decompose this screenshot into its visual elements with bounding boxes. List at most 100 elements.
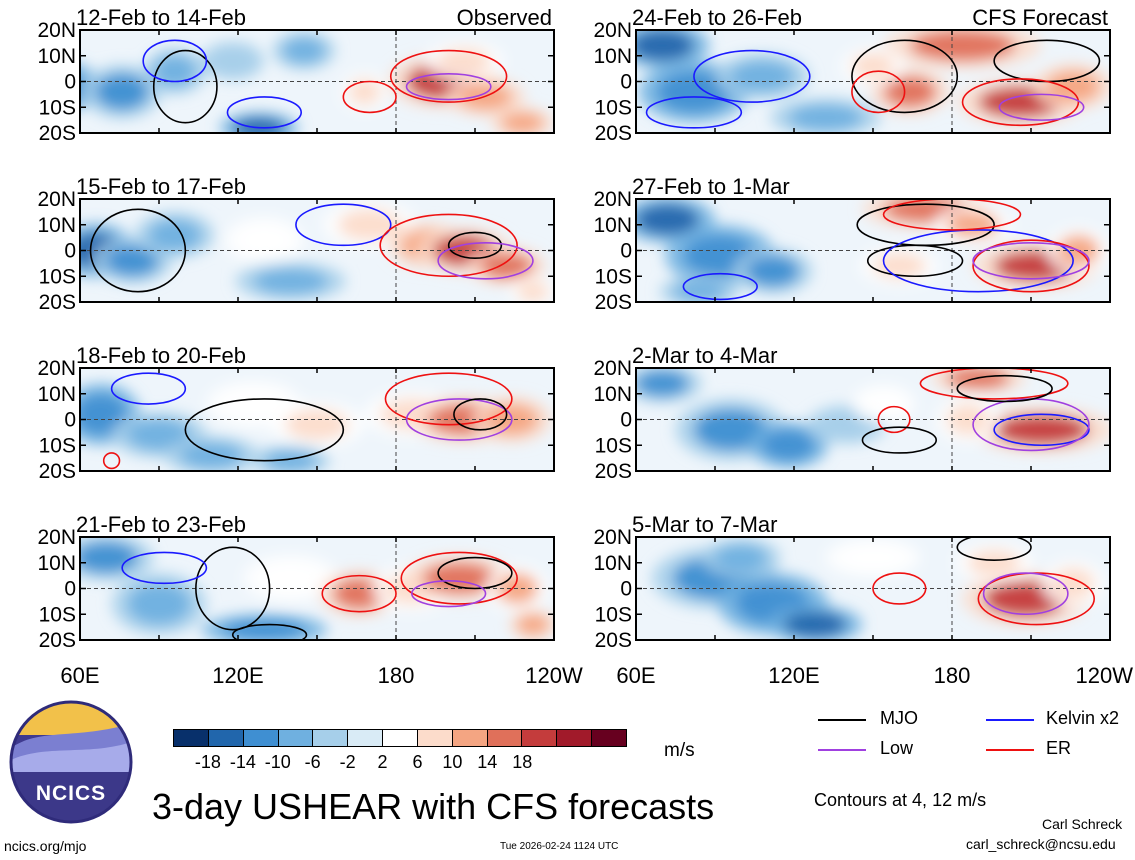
lat-tick-label: 20N xyxy=(37,19,76,42)
contour-er xyxy=(851,70,906,114)
lat-tick-label: 0 xyxy=(64,409,76,432)
lat-tick-label: 20S xyxy=(595,460,632,483)
lon-tick-label: 120W xyxy=(1076,663,1134,688)
contour-er xyxy=(961,78,1080,127)
contour-mjo xyxy=(447,231,503,260)
contour-mjo xyxy=(195,546,271,631)
lat-tick-label: 10S xyxy=(39,265,76,288)
shear-anomaly xyxy=(517,281,549,302)
lat-tick-label: 10S xyxy=(39,603,76,626)
contour-er xyxy=(400,551,518,605)
lat-tick-label: 10N xyxy=(593,214,632,237)
contour-mjo xyxy=(437,556,513,590)
colorbar xyxy=(173,729,627,747)
colorbar-tick-label: -6 xyxy=(304,752,321,772)
shear-anomaly xyxy=(422,562,497,594)
colorbar-box xyxy=(417,730,453,746)
lat-tick-label: 10N xyxy=(37,552,76,575)
contour-mjo xyxy=(184,398,345,462)
shear-anomaly xyxy=(636,204,700,236)
lon-tick-label: 120E xyxy=(212,663,263,688)
colorbar-tick-label: -2 xyxy=(339,752,356,772)
panel-3 xyxy=(80,368,554,471)
lat-tick-label: 0 xyxy=(64,578,76,601)
contour-er xyxy=(321,574,397,613)
figure-title: 3-day USHEAR with CFS forecasts xyxy=(152,786,715,827)
timestamp: Tue 2026-02-24 1124 UTC xyxy=(500,841,619,852)
lat-tick-label: 20S xyxy=(39,460,76,483)
shear-anomaly xyxy=(238,224,291,256)
shear-anomaly xyxy=(222,388,286,420)
colorbar-tick-label: 6 xyxy=(412,752,423,772)
panel-date-label: 15-Feb to 17-Feb xyxy=(76,174,246,199)
lat-tick-label: 10S xyxy=(595,265,632,288)
panel-4 xyxy=(80,537,554,640)
shear-anomaly xyxy=(253,268,328,295)
contour-mjo xyxy=(956,537,1032,561)
legend-line-er xyxy=(986,749,1034,751)
lat-tick-label: 10N xyxy=(593,45,632,68)
lat-tick-label: 10N xyxy=(37,383,76,406)
contour-er xyxy=(882,199,1022,231)
shear-anomaly xyxy=(127,583,191,625)
contour-note: Contours at 4, 12 m/s xyxy=(814,790,987,810)
colorbar-tick-label: 2 xyxy=(377,752,388,772)
shear-anomaly xyxy=(259,562,323,594)
lon-tick-label: 180 xyxy=(378,663,415,688)
contour-er xyxy=(872,572,927,605)
ncics-logo: NCICS xyxy=(9,700,133,824)
lat-tick-label: 10S xyxy=(595,603,632,626)
shear-anomaly xyxy=(730,60,795,92)
shear-anomaly xyxy=(348,78,381,105)
shear-anomaly xyxy=(841,544,905,571)
lat-tick-label: 0 xyxy=(620,409,632,432)
contour-kelvin-x2 xyxy=(693,49,811,103)
logo-ring xyxy=(9,700,133,824)
lon-tick-label: 180 xyxy=(934,663,971,688)
shear-anomaly xyxy=(851,53,895,79)
shear-anomaly xyxy=(1052,567,1095,599)
panel-6 xyxy=(636,199,1110,302)
shear-anomaly xyxy=(909,30,1016,61)
panel-date-label: 21-Feb to 23-Feb xyxy=(76,512,246,537)
legend-label-er: ER xyxy=(1046,738,1072,758)
colorbar-units: m/s xyxy=(664,740,695,761)
colorbar-box xyxy=(522,730,558,746)
shear-anomaly xyxy=(946,211,1000,238)
contour-kelvin-x2 xyxy=(121,551,208,585)
shear-anomaly xyxy=(222,619,307,640)
contour-mjo xyxy=(89,208,187,293)
contour-low xyxy=(998,93,1085,121)
source-url[interactable]: ncics.org/mjo xyxy=(4,838,87,854)
lat-tick-label: 20S xyxy=(595,291,632,314)
lat-tick-label: 20S xyxy=(595,122,632,145)
lat-tick-label: 0 xyxy=(620,240,632,263)
panel-8 xyxy=(636,537,1110,640)
colorbar-box xyxy=(487,730,523,746)
colorbar-tick-label: 14 xyxy=(477,752,498,772)
contour-mjo xyxy=(453,398,508,431)
colorbar-box xyxy=(313,730,349,746)
shear-anomaly xyxy=(338,209,402,241)
contour-kelvin-x2 xyxy=(110,372,187,405)
contour-er xyxy=(972,239,1090,293)
logo-mountain xyxy=(11,742,131,772)
lat-tick-label: 20N xyxy=(593,526,632,549)
author-email[interactable]: carl_schreck@ncsu.edu xyxy=(966,836,1116,852)
lon-tick-label: 60E xyxy=(616,663,655,688)
shear-anomaly xyxy=(211,48,254,74)
panel-date-label: 27-Feb to 1-Mar xyxy=(632,174,790,199)
legend-line-kelvin xyxy=(986,719,1034,721)
contour-er xyxy=(877,405,911,434)
shear-anomaly xyxy=(657,71,731,113)
contour-low xyxy=(972,241,1090,280)
shear-anomaly xyxy=(180,442,244,469)
shear-anomaly xyxy=(862,391,905,417)
panel-source-header: Observed xyxy=(457,5,552,30)
shear-anomaly xyxy=(1046,71,1100,103)
panel-date-label: 12-Feb to 14-Feb xyxy=(76,5,246,30)
shear-anomaly xyxy=(80,542,138,574)
logo-text: NCICS xyxy=(36,782,106,805)
contour-kelvin-x2 xyxy=(882,229,1074,293)
